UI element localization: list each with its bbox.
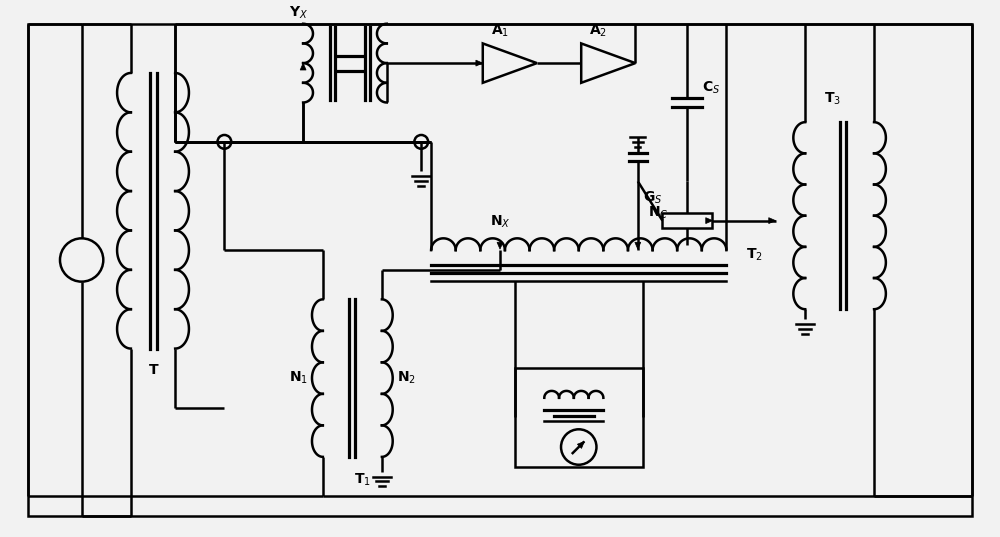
- Polygon shape: [769, 217, 776, 223]
- Text: T$_2$: T$_2$: [746, 247, 763, 263]
- Polygon shape: [635, 242, 641, 249]
- Polygon shape: [300, 63, 306, 70]
- Bar: [515, 368, 643, 467]
- Polygon shape: [497, 242, 503, 249]
- Polygon shape: [476, 60, 483, 66]
- Text: N$_1$: N$_1$: [289, 370, 308, 386]
- Text: N$_C$: N$_C$: [648, 204, 668, 221]
- Text: T$_1$: T$_1$: [354, 471, 371, 488]
- Text: N$_2$: N$_2$: [397, 370, 416, 386]
- Bar: [662, 213, 712, 228]
- Text: G$_S$: G$_S$: [643, 190, 662, 206]
- Text: A$_2$: A$_2$: [589, 22, 607, 39]
- Text: A$_1$: A$_1$: [491, 22, 509, 39]
- Polygon shape: [577, 441, 584, 448]
- Text: T: T: [149, 364, 158, 378]
- Text: Y$_X$: Y$_X$: [289, 4, 308, 21]
- Text: T$_3$: T$_3$: [824, 91, 841, 107]
- Text: N$_X$: N$_X$: [490, 214, 510, 230]
- Polygon shape: [706, 217, 713, 223]
- Text: C$_S$: C$_S$: [702, 79, 720, 96]
